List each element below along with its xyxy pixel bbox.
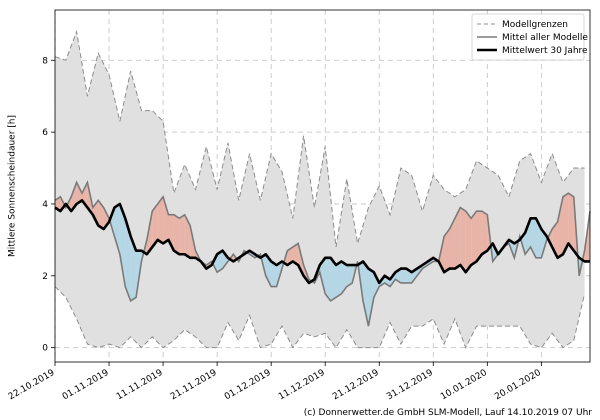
x-tick-label: 20.01.2020: [493, 368, 543, 403]
x-tick-label: 22.10.2019: [7, 368, 57, 403]
anomaly-above: [163, 196, 169, 244]
x-tick-label: 10.01.2020: [439, 368, 489, 403]
plot-frame: [54, 9, 591, 363]
x-tick-label: 01.11.2019: [61, 368, 111, 403]
legend-label-mean: Mittel aller Modelle: [502, 33, 588, 43]
y-axis-label: Mittlere Sonnenscheindauer [h]: [8, 115, 18, 257]
anomaly-below: [125, 218, 131, 301]
x-tick-label: 11.11.2019: [115, 368, 165, 403]
anomaly-below: [336, 261, 342, 298]
legend-label-envelope: Modellgrenzen: [502, 20, 568, 30]
x-tick-label: 01.12.2019: [223, 368, 273, 403]
x-tick-label: 31.12.2019: [385, 368, 435, 403]
anomaly-above: [152, 203, 158, 248]
y-tick-label: 2: [42, 272, 48, 282]
anomaly-below: [341, 261, 347, 294]
anomaly-above: [562, 193, 569, 255]
anomaly-below: [363, 261, 369, 327]
anomaly-above: [568, 193, 574, 251]
anomaly-below: [525, 218, 531, 255]
y-axis-ticks: 0 2 4 6 8: [42, 56, 55, 354]
anomaly-above: [557, 196, 563, 258]
anomaly-below: [346, 265, 353, 287]
anomaly-above: [184, 214, 191, 258]
anomaly-above: [465, 211, 472, 273]
anomaly-above: [179, 214, 185, 255]
anomaly-below: [373, 272, 380, 298]
envelope-area: [55, 31, 585, 348]
anomaly-below: [119, 203, 126, 287]
anomaly-above: [287, 247, 293, 266]
anomaly-above: [98, 200, 104, 230]
x-tick-label: 11.12.2019: [277, 368, 327, 403]
anomaly-below: [109, 207, 115, 237]
x-axis-ticks: 22.10.2019 01.11.2019 11.11.2019 21.11.2019…: [7, 362, 543, 402]
anomaly-above: [76, 182, 83, 204]
legend: Modellgrenzen Mittel aller Modelle Mitte…: [471, 13, 588, 61]
y-tick-label: 6: [42, 128, 48, 138]
anomaly-below: [368, 268, 374, 327]
series-lines: [54, 180, 591, 327]
anomaly-below: [114, 203, 120, 255]
anomaly-above: [481, 211, 488, 255]
legend-box: [471, 13, 585, 61]
legend-label-climatology: Mittelwert 30 Jahre: [502, 46, 588, 56]
anomaly-below: [319, 257, 326, 294]
x-tick-label: 21.12.2019: [331, 368, 381, 403]
anomaly-above: [292, 243, 299, 266]
anomaly-above: [444, 229, 450, 273]
anomaly-below: [271, 261, 277, 287]
anomaly-below: [400, 268, 407, 283]
anomaly-above: [157, 196, 164, 244]
y-tick-label: 4: [42, 200, 48, 210]
anomaly-above: [471, 211, 477, 266]
anomaly-below: [330, 257, 337, 301]
anomaly-above: [476, 211, 482, 262]
anomaly-above: [173, 214, 180, 255]
climatology-line: [54, 199, 590, 285]
anomaly-above: [449, 218, 455, 269]
anomaly-below: [222, 250, 228, 269]
anomaly-below: [530, 218, 536, 258]
model-envelope: [54, 29, 586, 349]
anomaly-above: [454, 207, 461, 269]
y-tick-label: 0: [42, 344, 48, 354]
envelope-upper-line: [54, 29, 585, 248]
y-tick-label: 8: [42, 56, 48, 66]
anomaly-below: [217, 250, 223, 273]
x-tick-label: 21.11.2019: [169, 368, 219, 403]
anomaly-above: [460, 207, 466, 273]
copyright-note: (c) Donnerwetter.de GmbH SLM-Modell, Lau…: [304, 408, 593, 418]
anomaly-below: [325, 257, 331, 301]
anomaly-below: [130, 236, 137, 301]
